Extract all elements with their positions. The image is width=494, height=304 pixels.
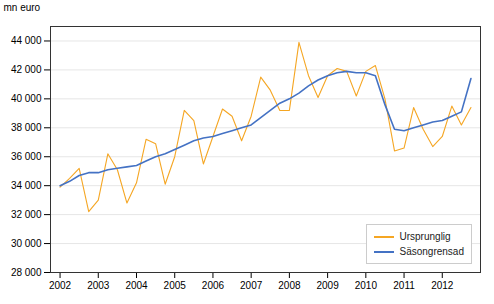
svg-text:34 000: 34 000 <box>11 180 42 191</box>
svg-text:2006: 2006 <box>202 280 225 291</box>
svg-text:2002: 2002 <box>49 280 72 291</box>
svg-text:2005: 2005 <box>164 280 187 291</box>
svg-text:44 000: 44 000 <box>11 35 42 46</box>
svg-text:2007: 2007 <box>240 280 263 291</box>
svg-text:28 000: 28 000 <box>11 267 42 278</box>
svg-text:mn euro: mn euro <box>4 2 41 13</box>
html-text:Säsongrensad: Säsongrensad <box>399 246 464 257</box>
svg-text:2011: 2011 <box>393 280 415 291</box>
svg-text:2012: 2012 <box>431 280 454 291</box>
svg-text:2004: 2004 <box>125 280 148 291</box>
svg-text:2008: 2008 <box>278 280 301 291</box>
svg-text:40 000: 40 000 <box>11 93 42 104</box>
svg-text:42 000: 42 000 <box>11 64 42 75</box>
svg-text:2010: 2010 <box>355 280 378 291</box>
svg-text:2003: 2003 <box>87 280 110 291</box>
svg-text:2009: 2009 <box>316 280 339 291</box>
html-text:Ursprunglig: Ursprunglig <box>399 231 451 242</box>
svg-text:36 000: 36 000 <box>11 151 42 162</box>
svg-text:38 000: 38 000 <box>11 122 42 133</box>
svg-text:32 000: 32 000 <box>11 209 42 220</box>
svg-text:30 000: 30 000 <box>11 238 42 249</box>
